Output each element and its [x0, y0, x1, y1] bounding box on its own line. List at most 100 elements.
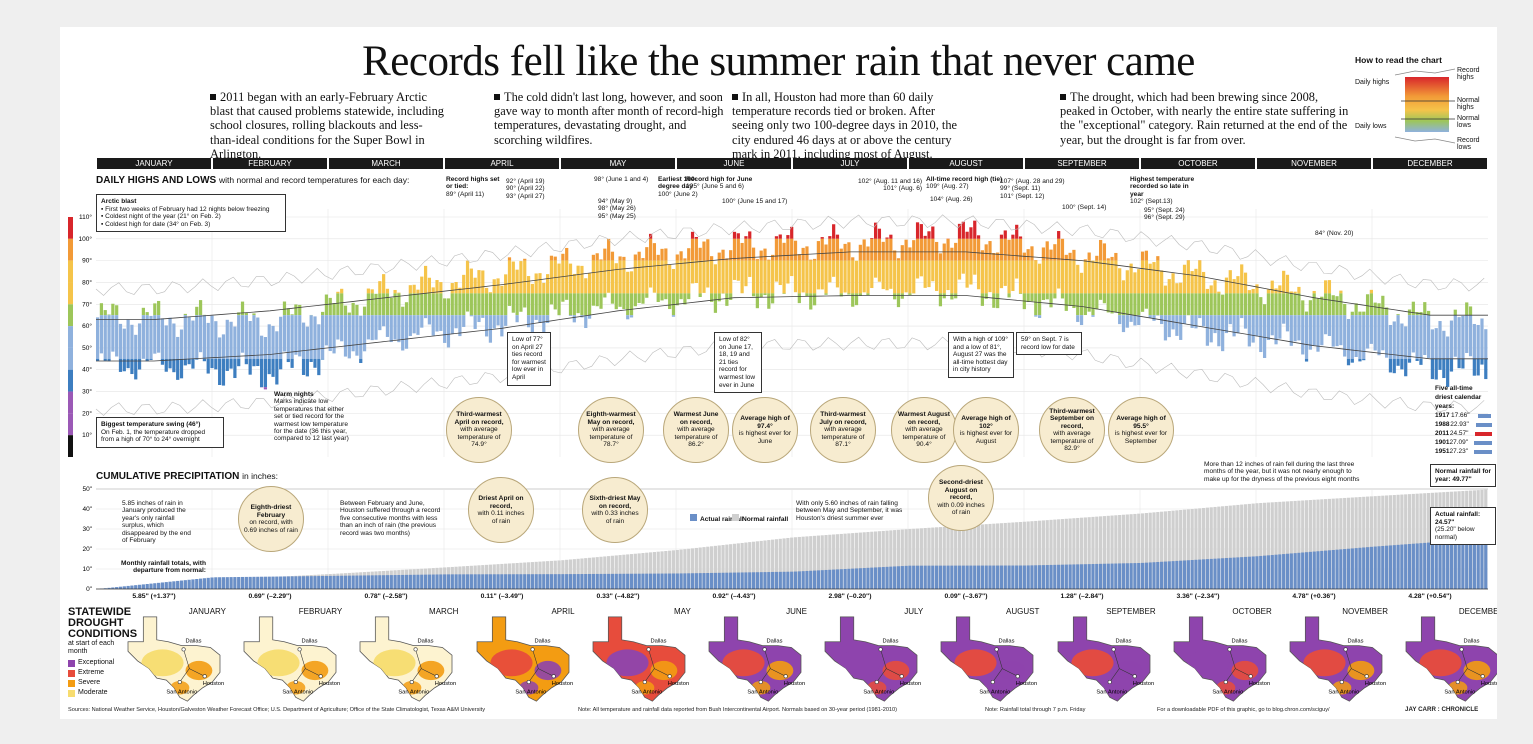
- normal-rain-bar: [1297, 500, 1301, 589]
- normal-rain-bar: [1407, 494, 1412, 589]
- actual-rain-bar: [1308, 551, 1312, 589]
- intro-text-4: The drought, which had been brewing sinc…: [1060, 90, 1349, 147]
- daily-temp-bar: [1083, 293, 1087, 316]
- actual-rain-bar: [1037, 565, 1042, 589]
- daily-temp-bar: [923, 235, 927, 239]
- daily-temp-bar: [1156, 260, 1160, 294]
- actual-rain-bar: [359, 575, 363, 589]
- actual-rain-bar: [1144, 562, 1148, 589]
- daily-temp-bar: [153, 303, 157, 316]
- actual-rain-bar: [286, 576, 290, 589]
- normal-rain-bar: [637, 553, 641, 589]
- daily-temp-bar: [427, 277, 432, 294]
- actual-rain-bar: [526, 574, 531, 589]
- normal-rain-bar: [1091, 516, 1095, 589]
- road-line: [1467, 668, 1483, 677]
- daily-temp-bar: [996, 252, 1000, 261]
- actual-rain-bar: [515, 574, 519, 589]
- daily-temp-bar: [1381, 315, 1385, 351]
- actual-rain-bar: [755, 572, 759, 589]
- daily-temp-bar: [1217, 293, 1221, 316]
- monthly-totals-label: Monthly rainfall totals, with departure …: [121, 560, 206, 575]
- daily-temp-bar: [771, 260, 775, 294]
- daily-temp-bar: [210, 358, 214, 369]
- legend-heading: How to read the chart: [1355, 55, 1442, 65]
- daily-temp-bar: [744, 238, 748, 261]
- daily-temp-bar: [530, 315, 534, 335]
- daily-temp-bar: [473, 293, 477, 316]
- daily-temp-bar: [702, 241, 706, 261]
- temp-scale-swatch: [68, 326, 73, 348]
- actual-rain-bar: [355, 575, 359, 589]
- daily-temp-bar: [683, 260, 687, 294]
- daily-temp-bar: [1068, 252, 1072, 261]
- daily-temp-bar: [988, 260, 992, 293]
- daily-temp-bar: [191, 358, 195, 369]
- drought-map-label: JULY: [904, 607, 924, 616]
- daily-temp-bar: [1392, 358, 1396, 374]
- daily-temp-bar: [267, 358, 271, 375]
- normal-rain-bar: [927, 527, 931, 589]
- daily-temp-bar: [782, 260, 786, 294]
- normal-rain-bar: [1083, 517, 1087, 589]
- bubble-text: is highest ever for June: [738, 430, 792, 445]
- daily-temp-bar: [1312, 290, 1316, 294]
- actual-rain-bar: [1228, 557, 1232, 589]
- daily-temp-bar: [877, 260, 882, 282]
- normal-rain-bar: [1362, 496, 1366, 589]
- driest-year: 2011: [1435, 430, 1450, 437]
- actual-rain-bar: [1285, 553, 1290, 589]
- daily-temp-bar: [858, 260, 862, 294]
- daily-temp-bar: [1468, 315, 1473, 357]
- daily-temp-bar: [595, 253, 599, 261]
- daily-temp-bar: [1060, 260, 1065, 294]
- actual-rain-bar: [1346, 548, 1351, 589]
- normal-rain-bar: [1213, 506, 1217, 589]
- drought-region: [1071, 649, 1114, 677]
- daily-temp-bar: [328, 297, 332, 316]
- daily-temp-bar: [1129, 315, 1133, 322]
- daily-temp-bar: [1400, 358, 1404, 370]
- daily-temp-bar: [873, 222, 878, 239]
- actual-rain-bar: [786, 571, 790, 589]
- drought-map-february: FEBRUARY Dallas Houston San Antonio: [234, 607, 346, 702]
- temp-bubble: Warmest August on record, with average te…: [891, 397, 957, 463]
- daily-temp-bar: [1091, 260, 1095, 294]
- actual-rain-bar: [366, 575, 370, 589]
- normal-rain-bar: [1411, 493, 1415, 589]
- daily-temp-bar: [454, 293, 458, 316]
- daily-temp-bar: [1350, 358, 1354, 363]
- actual-rain-bar: [1484, 538, 1488, 589]
- daily-temp-bar: [1198, 260, 1202, 294]
- actual-rain-bar: [854, 568, 859, 589]
- daily-temp-bar: [343, 305, 348, 316]
- daily-temp-bar: [252, 358, 256, 367]
- temp-y-tick: 70°: [82, 300, 92, 308]
- daily-temp-bar: [530, 293, 534, 316]
- daily-temp-bar: [1354, 315, 1358, 358]
- actual-rain-bar: [1381, 545, 1385, 589]
- daily-temp-bar: [771, 254, 775, 261]
- normal-rain-bar: [1415, 493, 1419, 589]
- rain-y-tick: 40": [82, 506, 92, 513]
- actual-rain-bar: [1434, 542, 1438, 589]
- alltime-record-note: All-time record high (tie) 109° (Aug. 27): [926, 176, 1002, 191]
- normal-rain-bar: [1160, 511, 1164, 589]
- daily-temp-bar: [145, 312, 149, 316]
- actual-rain-bar: [580, 574, 584, 589]
- daily-temp-bar: [256, 358, 260, 367]
- daily-temp-bar: [519, 261, 523, 294]
- normal-rain-bar: [702, 547, 706, 589]
- daily-temp-bar: [107, 315, 111, 359]
- daily-temp-bar: [915, 222, 920, 239]
- actual-rain-bar: [976, 565, 981, 589]
- drought-level-label: Extreme: [78, 669, 105, 676]
- normal-rain-bar: [645, 552, 649, 589]
- normal-rain-bar: [1289, 501, 1293, 589]
- normal-rain-bar: [1350, 497, 1354, 589]
- actual-rain-bar: [469, 574, 473, 589]
- daily-temp-bar: [660, 293, 664, 301]
- daily-temp-bar: [957, 238, 962, 261]
- daily-temp-bar: [694, 236, 698, 239]
- daily-temp-bar: [458, 287, 462, 294]
